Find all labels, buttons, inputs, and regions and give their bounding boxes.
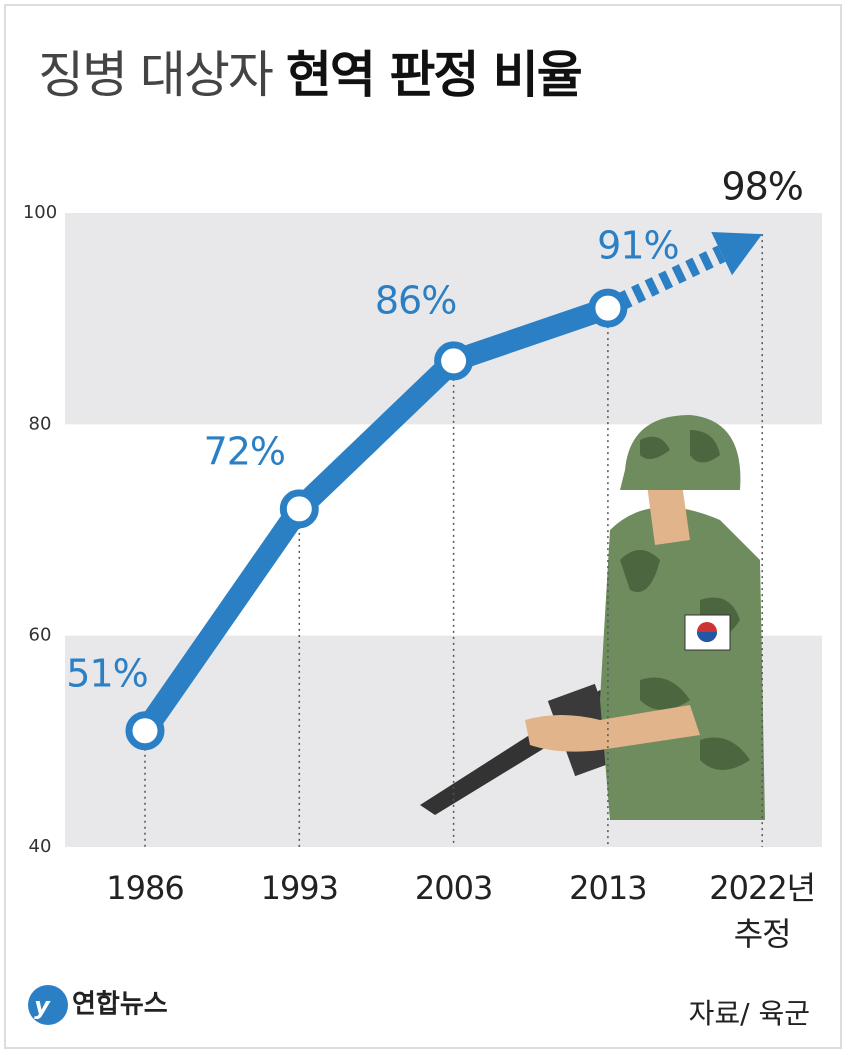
frame [4, 4, 842, 1049]
y-tick-label: 40 [29, 836, 52, 857]
value-label: 91% [597, 224, 678, 268]
band [65, 213, 822, 425]
value-label: 51% [66, 651, 147, 695]
x-tick-label: 2013 [569, 869, 647, 907]
logo-text: 연합뉴스 [72, 990, 168, 1020]
line [135, 297, 612, 738]
point [279, 489, 319, 529]
y-tick-label: 80 [29, 413, 52, 434]
point [434, 341, 474, 381]
plot: 51% 72% 86% 91% 98% [66, 165, 804, 847]
point [588, 288, 628, 328]
value-label: 72% [204, 429, 285, 473]
y-tick-label: 60 [29, 625, 52, 646]
chart-title: 징병 대상자 현역 판정 비율 [38, 46, 582, 104]
title-bold: 현역 판정 비율 [286, 46, 582, 104]
x-tick-label: 1993 [260, 869, 339, 907]
x-tick-label: 2003 [414, 869, 493, 907]
point [125, 711, 165, 751]
projection-line [604, 245, 726, 317]
y-tick-label: 100 [23, 202, 57, 223]
title-light: 징병 대상자 [38, 46, 273, 104]
x-tick-label: 1986 [106, 869, 184, 907]
value-label: 98% [721, 165, 802, 209]
source: 자료/ 육군 [689, 997, 810, 1030]
x-tick-label: 2022년 추정 [709, 869, 816, 953]
logo-icon [28, 985, 68, 1025]
logo-mark: y [34, 992, 51, 1020]
soldier-illustration [420, 415, 765, 820]
value-label: 86% [375, 278, 456, 322]
projection-arrowhead [711, 231, 763, 276]
